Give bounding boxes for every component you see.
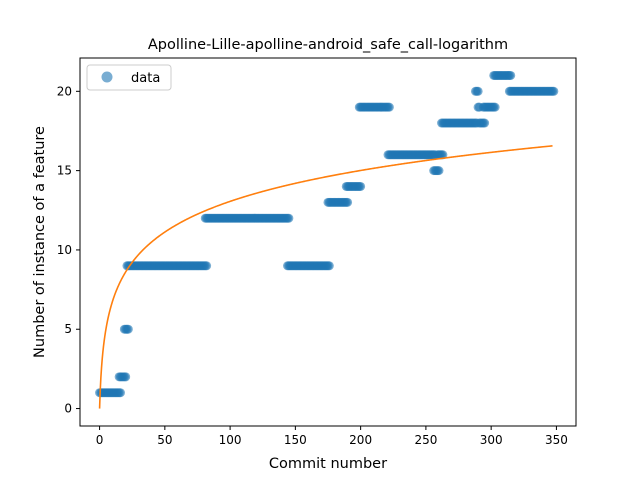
y-tick-label: 15 <box>57 164 72 178</box>
y-tick-label: 10 <box>57 243 72 257</box>
y-axis: 0 5 10 15 20 <box>57 84 80 416</box>
y-tick-label: 20 <box>57 84 72 98</box>
data-point <box>434 166 444 176</box>
y-tick-label: 5 <box>64 322 72 336</box>
data-point <box>202 261 212 271</box>
data-point <box>490 102 500 112</box>
data-point <box>284 213 294 223</box>
x-tick-label: 100 <box>219 433 242 447</box>
x-tick-label: 250 <box>414 433 437 447</box>
data-point <box>473 86 483 96</box>
data-point <box>123 324 133 334</box>
x-tick-label: 150 <box>284 433 307 447</box>
x-axis: 0 50 100 150 200 250 300 350 <box>96 426 568 447</box>
y-tick-label: 0 <box>64 402 72 416</box>
fit-line <box>98 145 553 409</box>
data-point <box>384 102 394 112</box>
legend-label: data <box>131 71 160 86</box>
data-point <box>324 261 334 271</box>
data-point <box>121 372 131 382</box>
legend: data <box>86 64 172 91</box>
data-point <box>480 118 490 128</box>
x-tick-label: 0 <box>96 433 104 447</box>
legend-marker <box>101 71 113 83</box>
data-point <box>506 70 516 80</box>
plot-area <box>95 70 559 409</box>
data-point <box>115 388 125 398</box>
x-axis-label: Commit number <box>269 456 387 472</box>
x-tick-label: 200 <box>349 433 372 447</box>
x-tick-label: 350 <box>545 433 568 447</box>
plot-frame <box>79 57 577 427</box>
data-point <box>343 197 353 207</box>
legend-box <box>86 64 172 91</box>
data-point <box>549 86 559 96</box>
data-point <box>438 150 448 160</box>
y-axis-label: Number of instance of a feature <box>32 126 48 358</box>
x-tick-label: 50 <box>157 433 172 447</box>
chart-title: Apolline-Lille-apolline-android_safe_cal… <box>148 37 508 53</box>
x-tick-label: 300 <box>480 433 503 447</box>
data-point <box>356 181 366 191</box>
